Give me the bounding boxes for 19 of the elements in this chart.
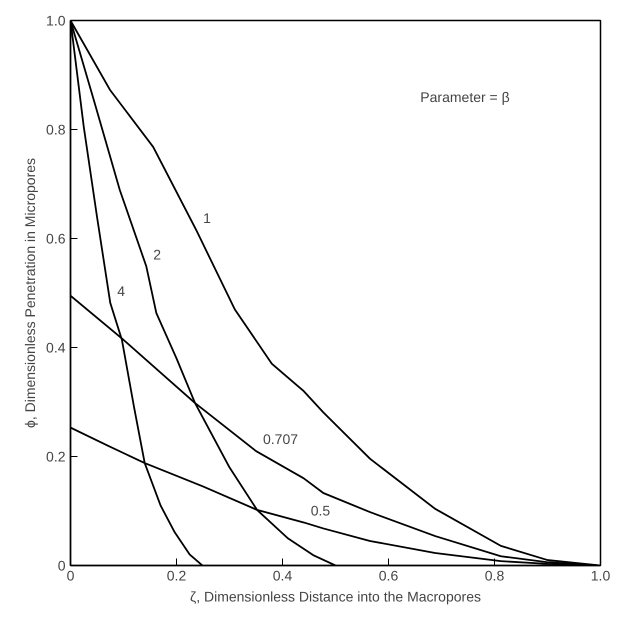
x-tick-label: 0.8: [484, 568, 504, 584]
annotation: 0.5: [310, 502, 330, 518]
annotation: Parameter = β: [420, 88, 510, 105]
annotation: 4: [117, 282, 126, 299]
x-tick-label: 0.2: [166, 568, 186, 584]
x-tick-label: 0.6: [378, 568, 398, 584]
annotation: 1: [203, 210, 212, 226]
x-tick-label: 0.4: [272, 568, 292, 584]
y-tick-label: 0.6: [46, 230, 66, 246]
y-tick-label: 0.4: [46, 340, 66, 356]
y-tick-label: 0: [58, 558, 66, 574]
y-tick-label: 1.0: [46, 12, 66, 28]
y-axis-title: ϕ, Dimensionless Penetration in Micropores: [22, 158, 38, 428]
x-axis-title: ζ, Dimensionless Distance into the Macropores: [190, 588, 481, 604]
y-tick-label: 0.8: [46, 122, 66, 138]
x-tick-label: 1.0: [590, 568, 610, 584]
annotation: 2: [153, 246, 162, 262]
y-tick-label: 0.2: [46, 448, 66, 464]
annotation: 0.707: [263, 431, 298, 448]
